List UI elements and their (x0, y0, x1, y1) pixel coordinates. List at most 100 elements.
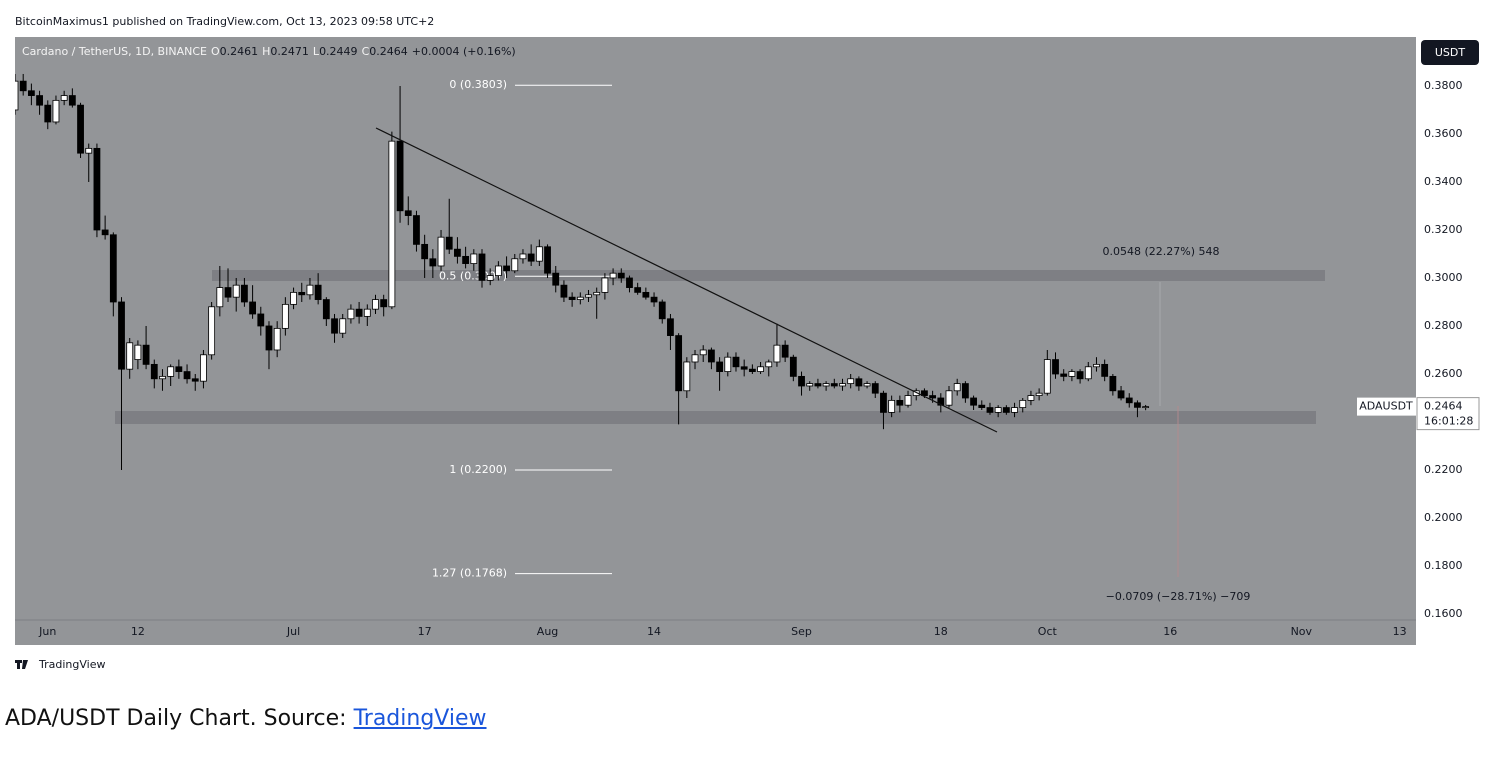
x-tick-label: Jun (38, 625, 56, 638)
candle-body (15, 80, 19, 111)
y-tick-label: 0.2000 (1424, 511, 1463, 524)
candle-body (789, 356, 797, 377)
candle-body (699, 349, 707, 356)
candle-body (150, 363, 158, 380)
candle-body (863, 383, 871, 387)
candle-body (306, 284, 314, 296)
o-value: 0.2461 (220, 45, 259, 58)
candle-body (257, 313, 265, 327)
x-tick-label: 17 (418, 625, 432, 638)
price-axis: 0.16000.18000.20000.22000.24000.26000.28… (1357, 79, 1480, 620)
candle-body (175, 366, 183, 372)
x-tick-label: Sep (791, 625, 812, 638)
candle-body (691, 354, 699, 363)
x-tick-label: 12 (131, 625, 145, 638)
candle-body (216, 287, 224, 308)
candle-body (658, 301, 666, 320)
candle-body (322, 299, 330, 320)
candle-body (765, 361, 773, 368)
candle-body (241, 284, 248, 303)
candle-body (1101, 363, 1109, 377)
ticker-box (1357, 397, 1416, 416)
l-value: 0.2449 (319, 45, 358, 58)
candle-body (281, 303, 289, 329)
candle-body (85, 147, 93, 154)
source-link[interactable]: TradingView (353, 706, 487, 731)
candle-body (970, 397, 977, 406)
candle-body (544, 246, 551, 274)
candle-body (347, 308, 355, 320)
candle-body (585, 294, 592, 298)
currency-button[interactable] (1421, 40, 1479, 65)
candle-body (576, 296, 584, 300)
caption: ADA/USDT Daily Chart. Source: TradingVie… (5, 706, 487, 731)
h-value: 0.2471 (270, 45, 309, 58)
candle-body (462, 255, 470, 264)
candle-body (650, 296, 658, 303)
legend: Cardano / TetherUS, 1D, BINANCE O0.2461 H0… (22, 45, 516, 58)
fib-label: 1 (0.2200) (449, 463, 507, 476)
candle-body (404, 210, 412, 216)
candle-body (822, 383, 830, 387)
candle-body (273, 327, 281, 351)
candle-body (183, 371, 191, 380)
currency[interactable]: USDT (1435, 46, 1466, 59)
candle-body (486, 275, 494, 281)
candle-body (77, 104, 84, 154)
candle-body (331, 318, 338, 334)
candle-body (159, 375, 166, 380)
candle-body (1002, 407, 1010, 413)
candle-body (191, 378, 199, 382)
candle-body (363, 308, 371, 317)
candle-body (314, 284, 322, 300)
candle-body (1134, 402, 1141, 408)
x-tick-label: 16 (1163, 625, 1177, 638)
candle-body (855, 378, 863, 387)
candle-body (888, 399, 896, 413)
candle-body (437, 236, 445, 267)
candle-body (355, 308, 363, 317)
candle-body (200, 354, 207, 382)
candle-body (1125, 397, 1133, 404)
y-tick-label: 0.3000 (1424, 271, 1463, 284)
candle-body (396, 140, 404, 212)
symbol: Cardano / TetherUS, 1D, BINANCE (22, 45, 207, 58)
y-tick-label: 0.3400 (1424, 175, 1463, 188)
candle-body (994, 407, 1002, 413)
candle-body (1142, 406, 1150, 409)
candle-body (494, 265, 502, 276)
y-tick-label: 0.2200 (1424, 463, 1463, 476)
resistance-zone (212, 270, 1325, 281)
y-tick-label: 0.3800 (1424, 79, 1463, 92)
candle-body (601, 277, 609, 293)
plot-background (15, 37, 1416, 620)
candle-body (560, 284, 568, 298)
candle-body (642, 291, 650, 298)
candle-body (1093, 363, 1100, 368)
trend-line (375, 127, 998, 433)
brand: TradingView (38, 658, 105, 671)
candle-body (773, 344, 781, 363)
candle-body (757, 366, 764, 372)
fib-label: 0 (0.3803) (449, 78, 507, 91)
y-tick-label: 0.2600 (1424, 367, 1463, 380)
change: +0.0004 (+0.16%) (412, 45, 516, 58)
candle-body (298, 291, 306, 296)
caption-text: ADA/USDT Daily Chart. Source: (5, 706, 354, 731)
candle-body (68, 95, 76, 106)
candle-body (634, 287, 642, 293)
candle-body (921, 390, 928, 396)
x-tick-label: Nov (1291, 625, 1313, 638)
candle-body (454, 248, 461, 257)
measure-up-label: 0.0548 (22.27%) 548 (1102, 245, 1219, 258)
candle-body (953, 383, 961, 392)
candle-body (748, 368, 756, 372)
candle-body (896, 399, 904, 406)
candle-body (519, 253, 527, 260)
c-value: 0.2464 (369, 45, 408, 58)
candle-body (593, 291, 601, 296)
candle-body (1109, 375, 1117, 392)
byline: BitcoinMaximus1 published on TradingView… (15, 15, 434, 28)
candle-body (134, 344, 142, 360)
candle-body (667, 318, 674, 336)
